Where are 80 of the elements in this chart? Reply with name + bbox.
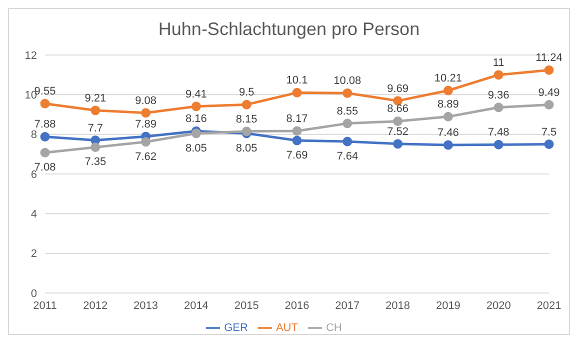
y-tick-label: 2 bbox=[30, 248, 37, 260]
point bbox=[544, 65, 554, 75]
data-label: 10.21 bbox=[434, 72, 462, 84]
point bbox=[494, 70, 504, 80]
x-tick-label: 2021 bbox=[536, 300, 562, 312]
point bbox=[443, 86, 453, 96]
data-label: 10.1 bbox=[286, 74, 308, 87]
point bbox=[292, 88, 302, 98]
data-label: 8.66 bbox=[387, 103, 409, 116]
data-label: 10.08 bbox=[334, 75, 362, 88]
data-label: 9.49 bbox=[538, 86, 560, 99]
point bbox=[90, 142, 100, 152]
data-label: 9.08 bbox=[135, 94, 157, 107]
data-label: 8.05 bbox=[185, 142, 207, 154]
data-label: 9.21 bbox=[84, 92, 106, 104]
point bbox=[393, 116, 403, 126]
point bbox=[141, 137, 151, 147]
point bbox=[544, 100, 554, 110]
data-label: 7.88 bbox=[34, 118, 56, 131]
y-tick-label: 6 bbox=[30, 168, 37, 181]
x-tick-label: 2019 bbox=[436, 300, 460, 312]
x-tick-label: 2017 bbox=[335, 300, 360, 312]
point bbox=[494, 140, 504, 150]
point bbox=[191, 128, 201, 138]
data-label: 8.17 bbox=[286, 112, 308, 125]
data-label: 8.89 bbox=[437, 98, 459, 111]
x-tick-label: 2018 bbox=[386, 300, 410, 312]
data-label: 11 bbox=[492, 56, 504, 69]
x-tick-label: 2012 bbox=[83, 300, 108, 312]
data-label: 7.62 bbox=[135, 150, 157, 163]
data-label: 9.41 bbox=[185, 88, 207, 100]
data-label: 7.89 bbox=[135, 118, 157, 131]
data-label: 8.05 bbox=[236, 142, 258, 154]
y-tick-label: 0 bbox=[30, 288, 37, 300]
point bbox=[544, 140, 554, 149]
point bbox=[40, 98, 50, 108]
y-tick-label: 4 bbox=[30, 208, 37, 221]
data-label: 9.5 bbox=[238, 86, 254, 99]
point bbox=[342, 136, 352, 146]
y-tick-label: 12 bbox=[24, 50, 37, 62]
point bbox=[40, 148, 50, 158]
y-tick-label: 8 bbox=[30, 129, 37, 142]
data-label: 7.46 bbox=[437, 127, 459, 140]
data-label: 8.15 bbox=[236, 113, 258, 126]
data-label: 8.55 bbox=[336, 105, 358, 118]
point bbox=[292, 136, 302, 146]
chart-title: Huhn-Schlachtungen pro Person bbox=[157, 19, 421, 41]
data-label: 11.24 bbox=[536, 52, 562, 64]
point bbox=[141, 108, 151, 118]
point bbox=[242, 100, 252, 110]
data-label: 7.48 bbox=[488, 126, 510, 139]
data-label: 7.69 bbox=[286, 149, 308, 162]
data-label: 8.16 bbox=[185, 113, 207, 126]
point bbox=[191, 102, 201, 112]
x-tick-label: 2013 bbox=[134, 300, 158, 312]
legend-label: CH bbox=[326, 322, 342, 334]
point bbox=[292, 126, 302, 136]
x-tick-label: 2016 bbox=[284, 300, 310, 312]
point bbox=[40, 132, 50, 142]
point bbox=[90, 106, 100, 116]
data-label: 9.36 bbox=[488, 89, 510, 102]
point bbox=[443, 112, 453, 122]
x-tick-label: 2015 bbox=[234, 300, 259, 312]
legend-label: GER bbox=[224, 322, 248, 334]
data-label: 7.52 bbox=[387, 126, 409, 138]
point bbox=[393, 139, 403, 149]
data-label: 7.5 bbox=[541, 126, 557, 138]
point bbox=[342, 88, 352, 98]
point bbox=[342, 118, 352, 128]
data-label: 7.64 bbox=[336, 150, 358, 162]
point bbox=[443, 140, 453, 150]
data-label: 9.69 bbox=[387, 82, 409, 95]
y-tick-label: 10 bbox=[24, 90, 37, 102]
legend-label: AUT bbox=[276, 322, 298, 334]
x-tick-label: 2011 bbox=[33, 300, 57, 312]
x-tick-label: 2014 bbox=[184, 300, 208, 312]
data-label: 7.35 bbox=[84, 156, 106, 168]
x-tick-label: 2020 bbox=[486, 300, 511, 312]
point bbox=[494, 102, 504, 112]
data-label: 7.7 bbox=[88, 122, 104, 134]
